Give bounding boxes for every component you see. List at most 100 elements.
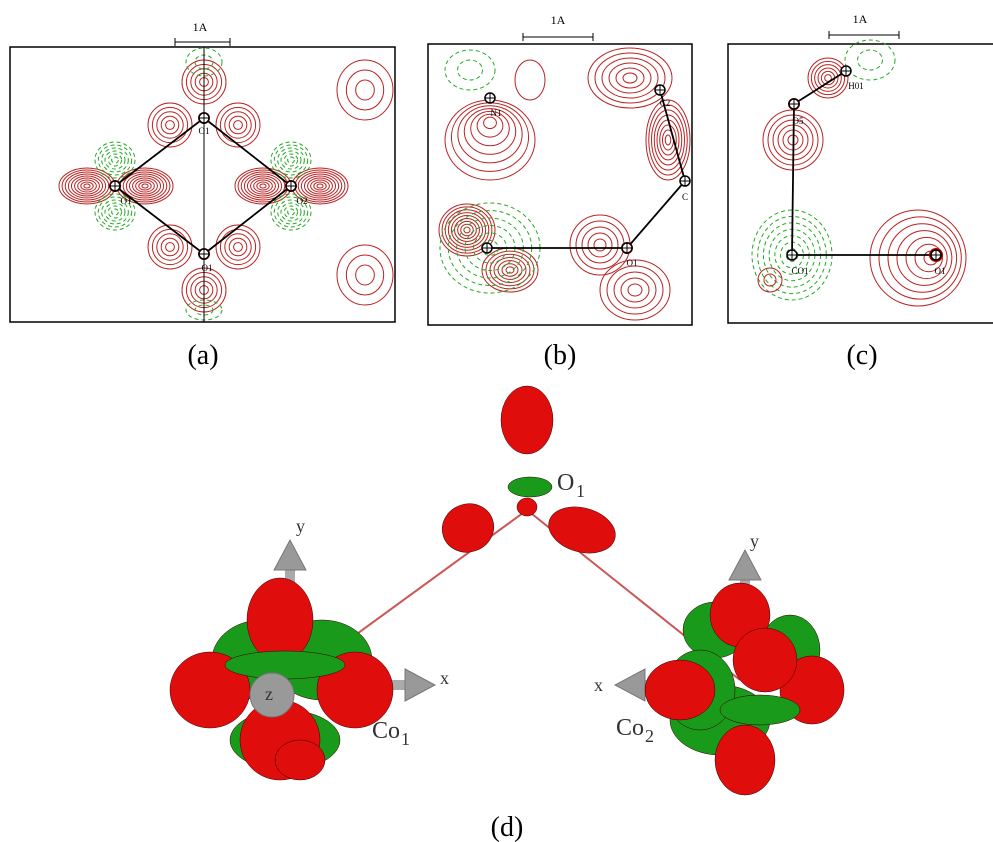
contour [615,67,645,89]
contour [653,114,683,166]
contour [151,106,189,144]
contour [620,277,650,303]
atom-index: 2 [645,726,654,746]
atom-label: C2 [660,98,671,108]
contour [485,250,535,290]
orbital-lobe [732,627,798,693]
contour [160,115,180,135]
contour [501,263,519,277]
contour [844,39,896,81]
orbital-lobe [548,506,616,554]
contour [250,177,276,195]
contour [277,147,305,173]
contour [581,226,619,264]
contour [757,267,783,293]
axis-label: x [594,675,603,695]
contour [599,259,671,321]
orbital-lobe [644,659,716,721]
contour [648,104,688,176]
contour [313,181,327,191]
contour [441,206,493,254]
contour [601,57,659,99]
contour [476,113,504,138]
atom-symbol: Co [372,718,400,744]
atom-label: O5 [793,116,804,126]
contour [80,181,94,191]
contour [594,52,666,104]
contour [493,256,527,284]
bond [793,70,847,105]
contour [147,102,193,148]
contour [336,244,394,306]
contour [151,228,189,266]
atom-label: CO1 [791,266,808,276]
contour [450,215,484,245]
orbital-lobe [224,650,346,680]
panel-frame [727,43,993,324]
contour [447,212,487,248]
contour [280,202,302,222]
contour [514,59,546,101]
contour [270,141,312,179]
contour [817,67,839,89]
contour [444,209,490,251]
atom-label: H01 [848,81,864,91]
orbital-lobe [274,739,326,781]
contour [824,74,832,82]
contour [307,177,333,195]
axis-label: z [265,684,273,704]
caption: (a) [187,340,218,371]
contour [273,144,309,176]
contour [297,171,343,201]
contour [896,230,953,286]
contour [233,120,243,130]
contour [659,124,677,156]
contour [107,153,123,167]
contour [656,119,680,161]
contour [497,260,523,280]
atom-symbol: Co [616,715,644,741]
contour [132,177,158,195]
contour [156,233,184,261]
contour [219,228,257,266]
atom-symbol: O [557,470,574,496]
orbital-lobe [246,577,314,663]
bond [659,89,686,182]
contour [259,183,267,189]
contour [470,110,510,147]
contour [355,264,375,286]
contour [277,199,305,225]
orbital-lobe [441,503,495,553]
contour [141,183,149,189]
contour [887,223,958,293]
orbital-lobe [714,724,776,796]
z-axis [249,672,295,718]
bond [203,185,292,255]
contour [763,273,777,287]
atom-label: C [682,192,688,202]
atom-index: 1 [576,481,585,501]
contour [128,175,162,197]
contour [483,116,497,130]
orbital-lobe [500,385,554,455]
axis-arrow [728,548,762,581]
panel-frame [9,46,396,323]
axis-label: y [750,531,759,551]
contour [107,205,123,219]
contour [810,60,846,96]
contour [165,242,175,252]
orbital-lobe [507,476,553,498]
scale-label: 1A [853,12,868,26]
contour [569,214,631,276]
scale-label: 1A [193,20,208,34]
contour [905,236,948,280]
contour [575,220,625,270]
contour [664,134,672,146]
contour [101,147,129,173]
contour [457,220,477,240]
contour [593,238,607,252]
contour [454,217,480,243]
contour [807,57,849,99]
